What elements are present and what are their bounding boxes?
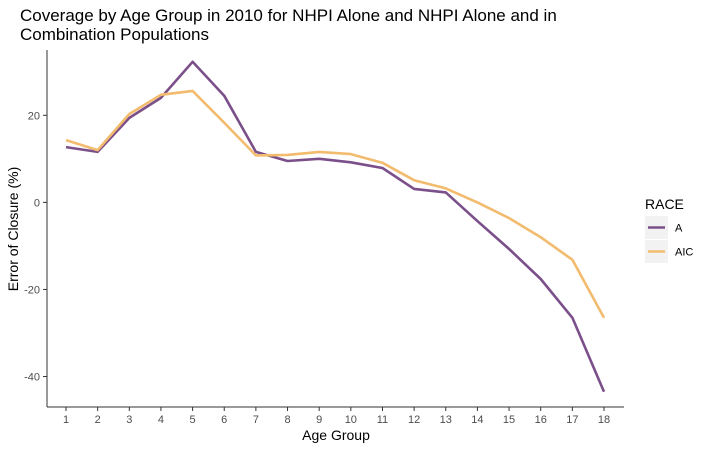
x-tick-label: 18 (598, 414, 610, 426)
series-lines (65, 60, 606, 393)
x-tick-label: 10 (345, 414, 357, 426)
chart-title-line2: Combination Populations (20, 25, 209, 44)
legend-label-aic: AIC (675, 247, 693, 259)
x-tick-label: 9 (316, 414, 322, 426)
legend-title: RACE (645, 196, 684, 212)
x-tick-label: 16 (535, 414, 547, 426)
x-tick-label: 8 (284, 414, 290, 426)
x-tick-label: 4 (158, 414, 164, 426)
x-tick-label: 7 (253, 414, 259, 426)
series-line-a (65, 60, 606, 393)
chart-title-line1: Coverage by Age Group in 2010 for NHPI A… (20, 6, 557, 25)
x-tick-label: 6 (221, 414, 227, 426)
x-tick-label: 13 (440, 414, 452, 426)
y-axis-title: Error of Closure (%) (5, 167, 21, 291)
x-axis-title: Age Group (302, 427, 370, 443)
x-tick-label: 2 (95, 414, 101, 426)
x-tick-label: 15 (503, 414, 515, 426)
y-ticks: 20 0 -20 -40 (24, 110, 47, 384)
y-tick-label: 0 (34, 197, 40, 209)
x-ticks: 1 2 3 4 5 6 7 8 9 10 11 12 13 14 15 16 17 18 (63, 407, 610, 426)
x-tick-label: 14 (471, 414, 483, 426)
y-tick-label: -20 (24, 284, 40, 296)
x-tick-label: 11 (377, 414, 388, 426)
x-tick-label: 3 (126, 414, 132, 426)
x-tick-label: 12 (408, 414, 420, 426)
y-tick-label: -40 (24, 372, 40, 384)
x-tick-label: 5 (190, 414, 196, 426)
series-line-aic (65, 89, 606, 319)
legend-label-a: A (675, 223, 683, 235)
x-tick-label: 1 (63, 414, 69, 426)
y-tick-label: 20 (28, 110, 40, 122)
legend: RACE A AIC (645, 196, 693, 263)
x-tick-label: 17 (566, 414, 578, 426)
